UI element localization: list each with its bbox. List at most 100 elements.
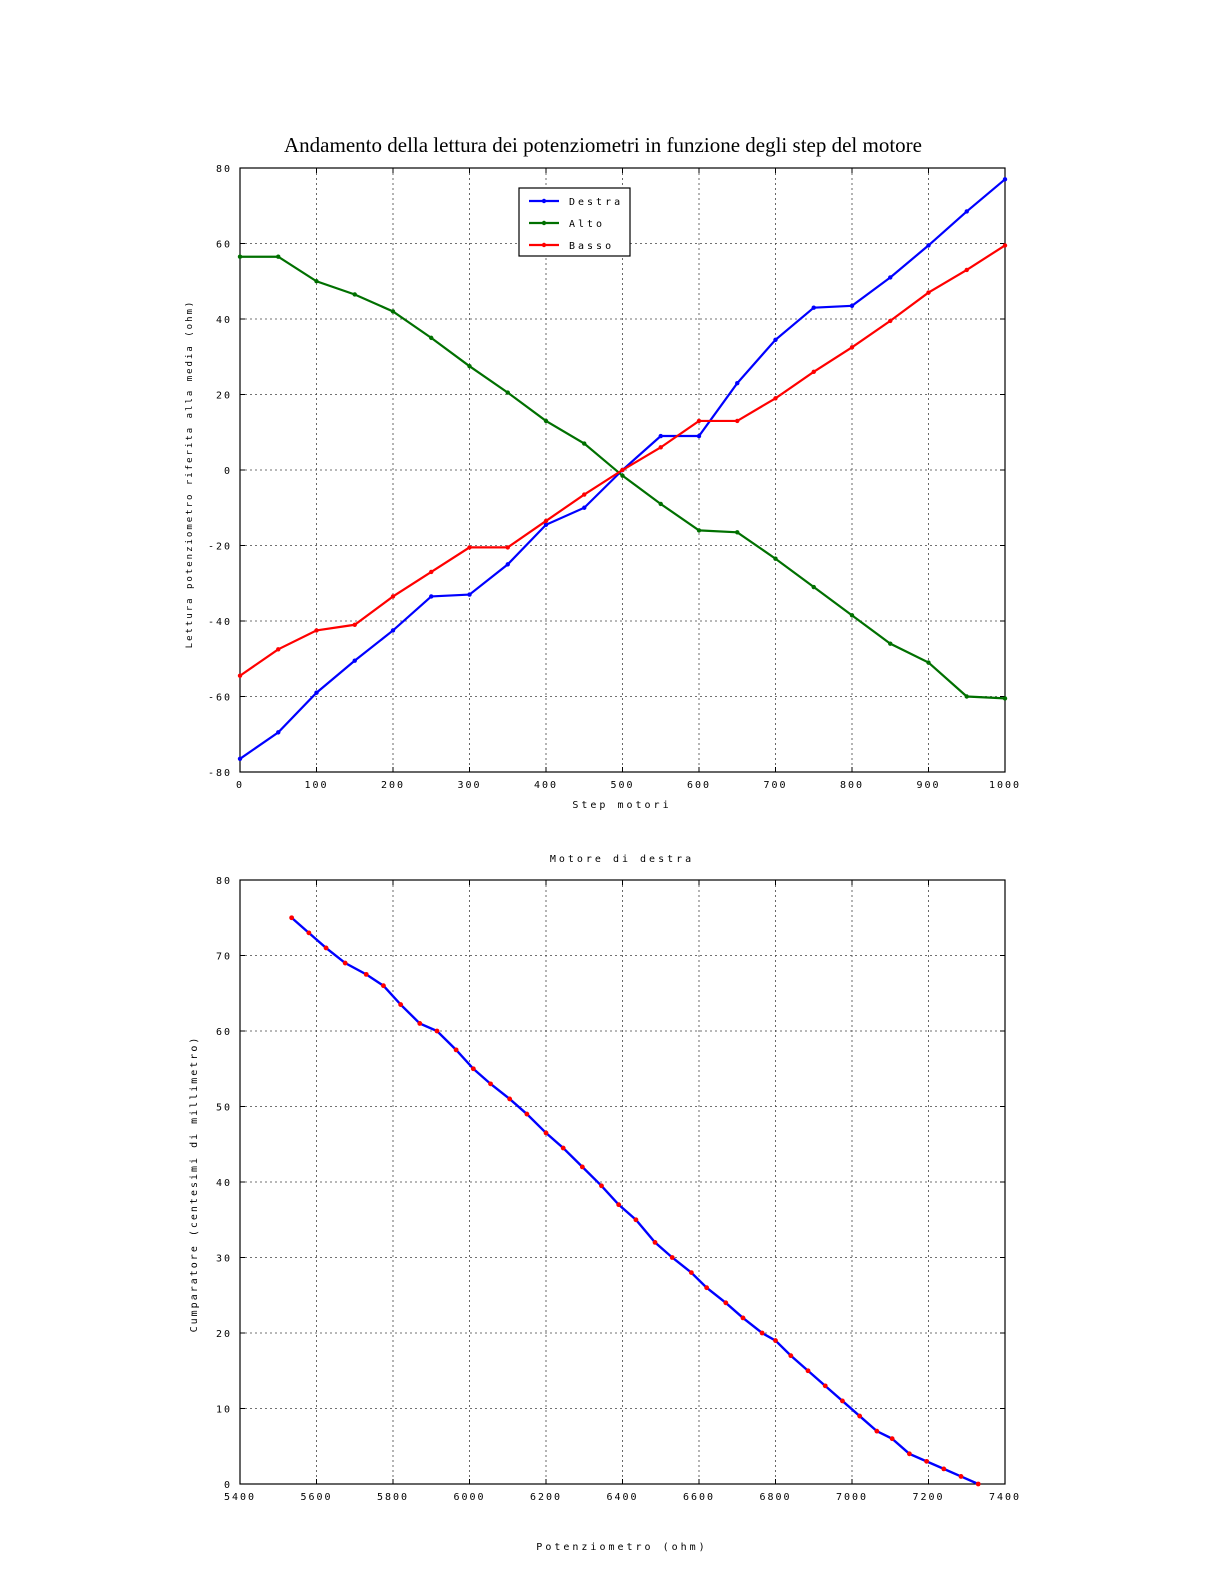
data-point-basso [543,518,549,524]
data-point-alto [926,660,931,665]
data-point [306,930,312,936]
chart2-ytick-label: 40 [216,1178,232,1189]
data-point [616,1202,622,1208]
data-point [958,1474,964,1479]
chart2-title: Motore di destra [550,854,694,865]
data-point-alto [964,694,969,699]
chart1-ytick-label: 0 [224,466,232,477]
data-point [874,1428,880,1434]
chart1-ylabel: Lettura potenziometro riferita alla medi… [185,300,195,649]
data-point [652,1240,658,1245]
chart2-ytick-label: 70 [216,952,232,963]
data-point-basso [620,467,625,473]
data-point [633,1217,639,1223]
data-point [289,915,295,921]
chart2-frame [239,879,1006,1485]
chart1-frame [239,167,1006,773]
chart1-title: Andamento della lettura dei potenziometr… [284,133,922,157]
data-point [669,1255,675,1260]
data-point-basso [429,569,434,575]
chart2-ytick-label: 10 [216,1405,232,1416]
data-point-destra [1002,177,1008,182]
data-point-destra [658,433,663,439]
data-point-destra [735,380,740,386]
chart1-xtick-label: 600 [687,780,711,791]
data-point-basso [658,445,663,450]
data-point-basso [390,594,396,599]
legend-label-basso: Basso [569,241,614,252]
data-point [488,1081,493,1087]
data-point [822,1383,828,1389]
data-point [507,1096,513,1102]
chart2-xtick-label: 5400 [224,1492,256,1503]
data-point [704,1285,710,1291]
data-point [805,1368,811,1374]
chart2-ytick-label: 0 [224,1480,232,1491]
data-point [323,945,329,951]
chart1-ytick-label: -80 [208,768,232,779]
data-point-basso [926,290,931,295]
legend-label-destra: Destra [569,197,623,208]
data-point [906,1451,912,1457]
data-point [543,1130,549,1136]
chart1-xlabel: Step motori [572,800,671,811]
chart2-xtick-label: 6200 [530,1492,562,1503]
data-point-alto [658,501,663,507]
data-point-basso [735,418,740,424]
data-point-basso [773,396,778,401]
data-point [941,1466,947,1472]
data-point-basso [849,345,855,350]
chart1-xtick-label: 700 [763,780,787,791]
data-point-basso [352,622,357,627]
chart1-xtick-label: 500 [610,780,634,791]
data-point [889,1436,895,1442]
legend-marker-destra [541,198,547,204]
data-point [723,1300,729,1306]
data-point [857,1413,863,1419]
data-point-alto [429,335,434,341]
data-point-basso [811,369,816,375]
data-point-basso [696,418,702,424]
data-point-destra [352,658,357,663]
chart2-ytick-label: 20 [216,1329,232,1340]
chart1-xtick-label: 0 [236,780,244,791]
chart1-xtick-label: 200 [381,780,405,791]
data-point-basso [888,318,893,324]
data-point-basso [964,267,969,273]
data-point-alto [582,441,587,446]
chart2-xtick-label: 6000 [453,1492,485,1503]
chart2-plot: 5400 5600 5800 6000 6200 6400 6600 6800 7000 7200… [216,876,1021,1503]
chart1-xtick-label: 1000 [989,780,1021,791]
data-point-alto [467,363,472,369]
chart2-ylabel: Cumparatore (centesimi di millimetro) [189,1036,200,1333]
chart2-xtick-label: 6800 [759,1492,791,1503]
chart2-xtick-label: 5600 [300,1492,332,1503]
series-line-destra [290,916,979,1486]
chart1-ytick-label: -20 [208,542,232,553]
chart2-xtick-label: 5800 [377,1492,409,1503]
data-point-destra [467,592,472,597]
data-point [417,1021,423,1026]
chart1-ytick-label: 40 [216,315,232,326]
data-point-alto [888,641,893,646]
chart2-xtick-label: 7000 [836,1492,868,1503]
data-point-basso [505,545,510,550]
data-point-basso [314,628,319,633]
data-point-destra [926,243,931,248]
legend-label-alto: Alto [569,219,605,230]
data-point [773,1338,778,1343]
data-point [342,960,348,966]
data-point-destra [964,209,969,214]
data-point-alto [390,309,396,314]
chart2-xtick-label: 7200 [912,1492,944,1503]
data-point [740,1315,746,1321]
data-point-destra [505,562,510,567]
data-point [840,1398,845,1404]
chart2-xtick-label: 7400 [989,1492,1021,1503]
chart1-xtick-label: 900 [916,780,940,791]
chart2-xtick-label: 6600 [683,1492,715,1503]
data-point-alto [352,292,357,297]
data-point-destra [429,594,434,599]
legend-marker-alto [541,220,547,226]
data-point-alto [237,254,243,259]
